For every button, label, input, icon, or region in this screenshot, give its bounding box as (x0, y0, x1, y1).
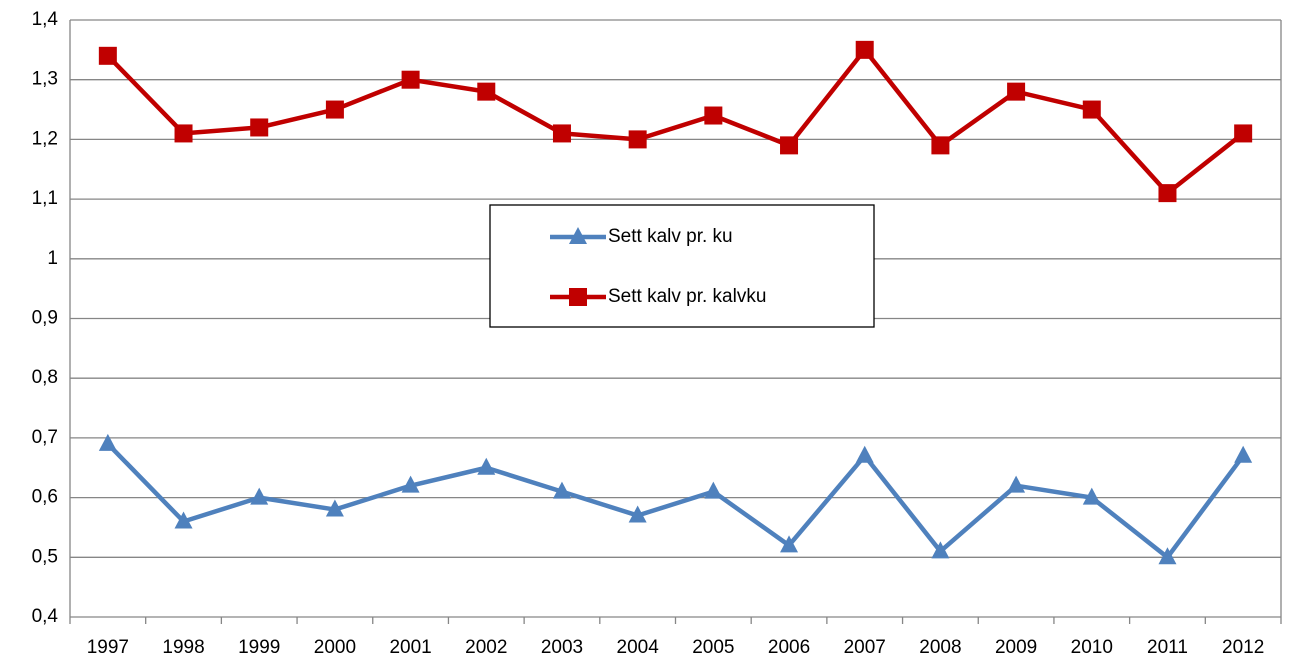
data-point (1158, 184, 1177, 203)
series-line (106, 442, 1245, 560)
data-point (250, 487, 269, 505)
x-tick-label: 1998 (162, 637, 204, 658)
data-point (931, 136, 950, 155)
data-point (704, 106, 723, 125)
legend-marker (569, 288, 587, 306)
data-point (780, 136, 799, 155)
data-point (1082, 100, 1101, 119)
data-point (98, 46, 117, 65)
data-point (628, 130, 647, 149)
data-point (325, 100, 344, 119)
x-tick-label: 2004 (617, 637, 660, 658)
x-tick-label: 2002 (465, 637, 507, 658)
y-tick-label: 0,6 (32, 487, 58, 508)
data-point (1082, 487, 1101, 505)
data-point (477, 82, 496, 101)
data-point (174, 511, 193, 529)
x-tick-label: 2008 (919, 637, 961, 658)
y-tick-label: 1 (47, 248, 58, 269)
y-tick-label: 1,3 (32, 69, 58, 90)
data-point (855, 445, 874, 463)
y-tick-label: 0,4 (32, 606, 59, 627)
data-point (1234, 445, 1253, 463)
x-tick-label: 2010 (1071, 637, 1113, 658)
data-point (1007, 475, 1026, 493)
x-tick-label: 1999 (238, 637, 280, 658)
data-point (552, 481, 571, 499)
legend-marker (569, 227, 587, 244)
x-tick-label: 2011 (1147, 637, 1188, 658)
x-tick-label: 2000 (314, 637, 356, 658)
data-point (98, 433, 117, 451)
legend-label: Sett kalv pr. kalvku (608, 286, 766, 307)
data-point (401, 70, 420, 89)
y-tick-label: 0,9 (32, 308, 58, 329)
y-tick-label: 1,2 (32, 128, 58, 149)
x-tick-label: 1997 (87, 637, 129, 658)
x-tick-label: 2007 (844, 637, 886, 658)
data-point (931, 541, 950, 559)
legend: Sett kalv pr. ku Sett kalv pr. kalvku (489, 204, 875, 328)
legend-box (489, 204, 875, 328)
y-tick-label: 0,7 (32, 427, 58, 448)
data-point (1007, 82, 1026, 101)
x-tick-label: 2005 (692, 637, 734, 658)
data-point (1158, 547, 1177, 565)
data-point (628, 505, 647, 523)
data-point (1234, 124, 1253, 143)
x-tick-label: 2009 (995, 637, 1037, 658)
y-tick-label: 0,8 (32, 367, 58, 388)
y-tick-label: 1,1 (32, 188, 58, 209)
data-point (401, 475, 420, 493)
x-tick-label: 2006 (768, 637, 810, 658)
data-point (250, 118, 269, 137)
x-tick-label: 2003 (541, 637, 583, 658)
x-tick-label: 2012 (1222, 637, 1264, 658)
data-point (174, 124, 193, 143)
data-point (552, 124, 571, 143)
legend-label: Sett kalv pr. ku (608, 226, 733, 247)
x-tick-label: 2001 (389, 637, 431, 658)
y-tick-label: 1,4 (32, 9, 59, 30)
y-tick-label: 0,5 (32, 546, 58, 567)
data-point (477, 457, 496, 475)
data-point (704, 481, 723, 499)
series-line (106, 47, 1245, 196)
data-point (780, 535, 799, 553)
data-point (325, 499, 344, 517)
data-point (855, 40, 874, 59)
